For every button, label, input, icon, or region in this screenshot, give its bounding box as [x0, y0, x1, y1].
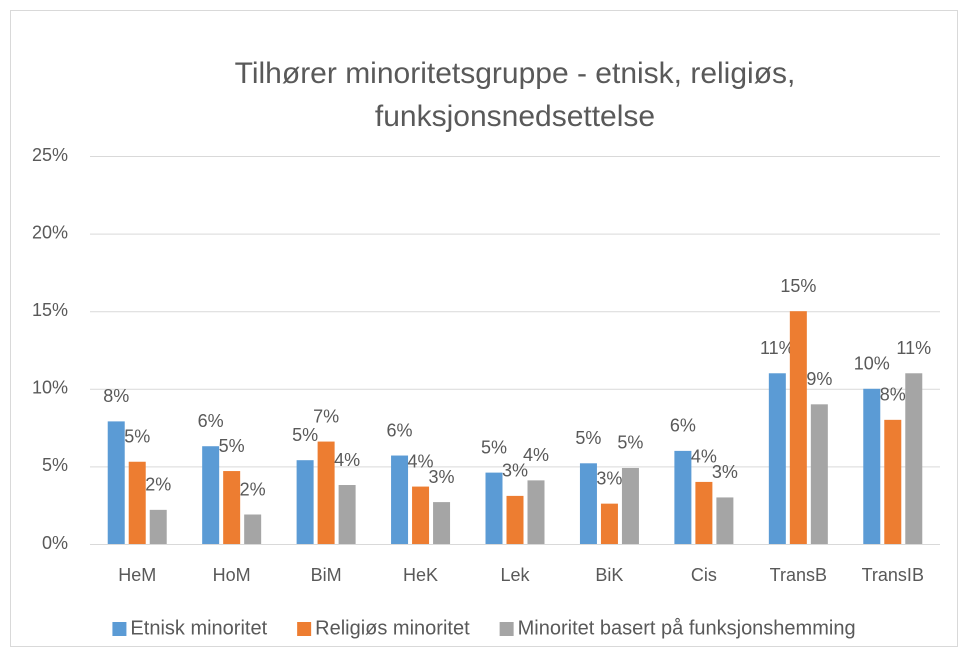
bar [506, 495, 524, 544]
bar [433, 502, 451, 544]
data-label: 3% [429, 467, 455, 487]
bar [296, 460, 314, 544]
x-tick-label: HeM [118, 565, 156, 585]
y-tick-label: 0% [42, 533, 68, 553]
bar [600, 503, 618, 544]
bar [695, 481, 713, 544]
data-label: 5% [124, 426, 150, 446]
bar [317, 441, 335, 544]
data-label: 11% [760, 338, 795, 358]
x-tick-label: Cis [691, 565, 717, 585]
bar [716, 497, 734, 544]
chart-title: funksjonsnedsettelse [375, 100, 655, 133]
bar [789, 311, 807, 544]
legend-swatch [112, 622, 127, 636]
data-label: 4% [408, 451, 434, 471]
y-tick-label: 5% [42, 455, 68, 475]
chart-title: Tilhører minoritetsgruppe - etnisk, reli… [235, 57, 796, 90]
bar [810, 404, 828, 544]
x-tick-label: TransIB [862, 565, 924, 585]
bar [338, 485, 356, 544]
data-label: 5% [219, 436, 245, 456]
legend-label: Religiøs minoritet [315, 617, 470, 639]
bar [579, 463, 597, 544]
bar [223, 471, 241, 544]
data-label: 4% [523, 445, 549, 465]
bar [527, 480, 545, 544]
bar [412, 486, 430, 544]
data-label: 4% [691, 447, 717, 467]
bar [884, 419, 902, 544]
x-tick-label: HeK [403, 565, 438, 585]
data-label: 5% [292, 425, 318, 445]
bar [485, 472, 503, 544]
data-label: 3% [502, 461, 528, 481]
data-label: 5% [617, 433, 643, 453]
data-label: 6% [198, 411, 224, 431]
x-tick-label: BiM [311, 565, 342, 585]
data-label: 15% [780, 276, 816, 296]
data-label: 8% [103, 386, 129, 406]
y-tick-label: 10% [32, 378, 68, 398]
bar [768, 373, 786, 544]
data-label: 3% [596, 468, 622, 488]
bar [202, 446, 220, 544]
bar [621, 467, 639, 544]
bar [905, 373, 923, 544]
data-label: 8% [880, 385, 906, 405]
data-label: 2% [240, 479, 266, 499]
data-label: 6% [670, 416, 696, 436]
data-label: 6% [387, 420, 413, 440]
bar [149, 509, 167, 544]
bar [391, 455, 409, 544]
y-tick-label: 25% [32, 145, 68, 165]
legend-swatch [297, 622, 312, 636]
x-tick-label: BiK [595, 565, 623, 585]
data-label: 9% [806, 369, 832, 389]
x-tick-label: TransB [770, 565, 827, 585]
y-tick-label: 20% [32, 222, 68, 242]
y-tick-label: 15% [32, 300, 68, 320]
x-tick-label: Lek [500, 565, 530, 585]
data-label: 4% [334, 450, 360, 470]
legend-label: Etnisk minoritet [130, 617, 267, 639]
data-label: 11% [896, 338, 931, 358]
bar [674, 450, 692, 544]
bar [107, 421, 125, 544]
legend-label: Minoritet basert på funksjonshemming [518, 617, 856, 639]
data-label: 2% [145, 475, 171, 495]
legend-swatch [499, 622, 514, 636]
data-label: 5% [575, 428, 601, 448]
bar [244, 514, 262, 544]
x-tick-label: HoM [213, 565, 251, 585]
bar [863, 388, 881, 544]
data-label: 3% [712, 462, 738, 482]
bar [128, 461, 146, 544]
data-label: 5% [481, 437, 507, 457]
data-label: 7% [313, 406, 339, 426]
data-label: 10% [854, 354, 890, 374]
